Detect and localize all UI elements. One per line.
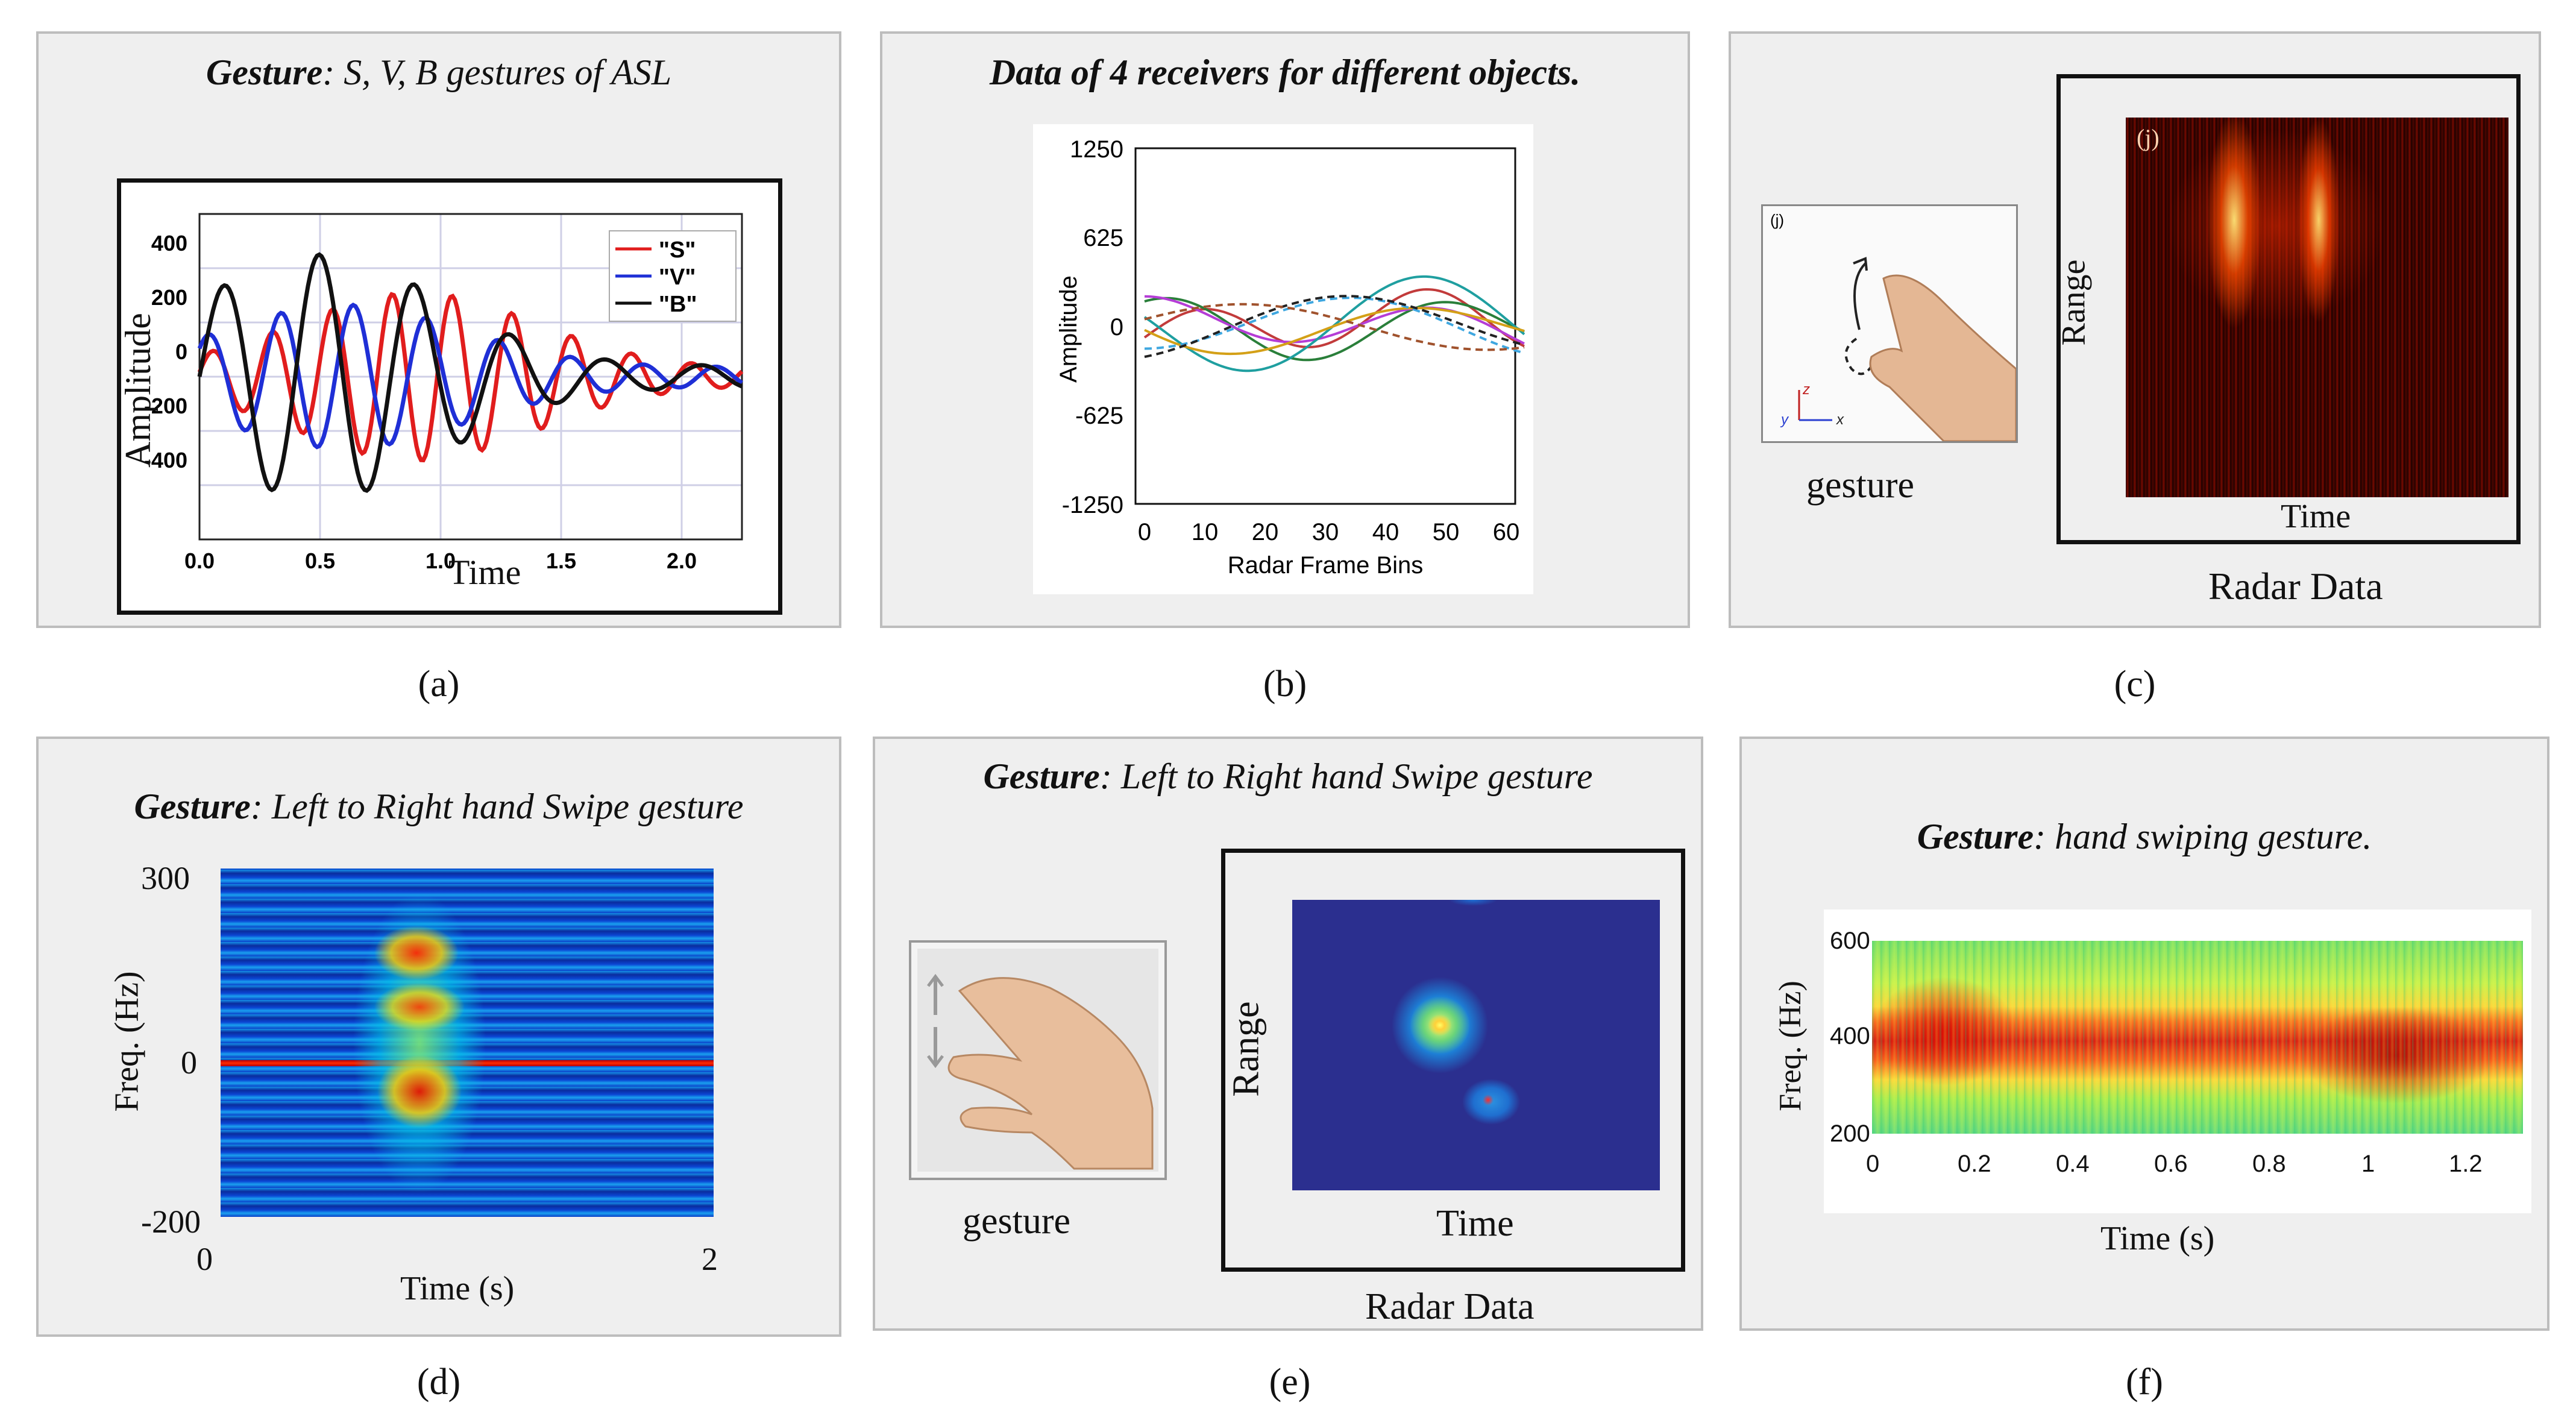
b-xlabel: Radar Frame Bins — [1228, 552, 1424, 579]
b-xtick-0: 0 — [1138, 519, 1151, 545]
a-xtick-05: 0.5 — [305, 548, 335, 573]
panel-f-figure: 600 400 200 0 0.2 0.4 0.6 0.8 1 1.2 — [1824, 909, 2531, 1213]
f-xlabel: Time (s) — [2100, 1220, 2215, 1257]
f-xtick-1: 1 — [2361, 1151, 2375, 1177]
panel-e: Gesture: Left to Right hand Swipe gestur… — [873, 737, 1703, 1331]
b-receiver-curve-6 — [1144, 295, 1525, 358]
panel-e-radar-plot — [1292, 900, 1660, 1190]
b-xtick-60: 60 — [1493, 519, 1520, 545]
panel-e-radar-frame: Range Time — [1221, 849, 1685, 1272]
b-ytick-625: 625 — [1083, 225, 1123, 251]
b-receiver-curve-7 — [1144, 303, 1525, 351]
a-xtick-0: 0.0 — [184, 548, 215, 573]
panel-a-xlabel: Time — [448, 553, 521, 592]
d-ytick-n200: -200 — [141, 1204, 201, 1240]
b-ytick-1250: 1250 — [1070, 136, 1123, 163]
c-heatmap-tag: (j) — [2137, 124, 2160, 151]
f-xtick-04: 0.4 — [2056, 1151, 2090, 1177]
d-ytick-300: 300 — [141, 860, 190, 896]
panel-d: Gesture: Left to Right hand Swipe gestur… — [36, 737, 841, 1337]
b-xtick-40: 40 — [1372, 519, 1400, 545]
panel-c-gesture-label: gesture — [1806, 465, 1915, 506]
panel-a-legend: "S" "V" "B" — [609, 230, 737, 322]
panel-e-title: Gesture: Left to Right hand Swipe gestur… — [983, 756, 1593, 796]
panel-c-time-label: Time — [2281, 498, 2351, 535]
panel-a-figure-frame: "S" "V" "B" 400 200 0 -200 -400 0.0 0.5 … — [117, 178, 782, 615]
panel-e-time-label: Time — [1436, 1203, 1514, 1244]
panel-c-gesture-photo: (j) z y x — [1761, 204, 2018, 443]
caption-d: (d) — [416, 1362, 461, 1403]
panel-e-radar-label: Radar Data — [1365, 1286, 1535, 1327]
f-xtick-06: 0.6 — [2154, 1151, 2188, 1177]
panel-b-figure: 1250 625 0 -625 -1250 0 10 20 30 40 50 6… — [1033, 124, 1533, 594]
b-xtick-10: 10 — [1192, 519, 1219, 545]
legend-b: "B" — [659, 292, 697, 317]
c-axis-y: y — [1780, 412, 1789, 428]
caption-a: (a) — [418, 664, 460, 705]
d-xtick-0: 0 — [196, 1241, 213, 1277]
d-ytick-0: 0 — [181, 1044, 197, 1081]
a-ytick-400: 400 — [151, 231, 187, 256]
panel-a-title: Gesture: S, V, B gestures of ASL — [206, 52, 672, 92]
panel-c-range-label: Range — [2055, 259, 2093, 346]
b-ytick-0: 0 — [1110, 314, 1123, 341]
panel-a-chart: "S" "V" "B" 400 200 0 -200 -400 0.0 0.5 … — [144, 213, 744, 573]
c-axis-z: z — [1802, 382, 1810, 398]
b-xtick-20: 20 — [1252, 519, 1279, 545]
panel-d-title: Gesture: Left to Right hand Swipe gestur… — [134, 787, 744, 826]
b-ytick-n625: -625 — [1075, 403, 1123, 429]
caption-b: (b) — [1263, 664, 1307, 705]
panel-c-radar-frame: (j) Range Time — [2055, 74, 2521, 544]
b-xtick-30: 30 — [1312, 519, 1339, 545]
panel-b: Data of 4 receivers for different object… — [880, 31, 1690, 628]
panel-a: Gesture: S, V, B gestures of ASL — [36, 31, 841, 628]
a-xtick-20: 2.0 — [667, 548, 697, 573]
a-ytick-n400: -400 — [144, 448, 187, 473]
f-ylabel: Freq. (Hz) — [1773, 981, 1808, 1111]
d-xlabel: Time (s) — [400, 1270, 515, 1307]
caption-c: (c) — [2114, 664, 2156, 705]
f-xtick-02: 0.2 — [1958, 1151, 1991, 1177]
f-xtick-12: 1.2 — [2449, 1151, 2483, 1177]
b-ylabel: Amplitude — [1055, 275, 1082, 383]
panel-b-chart: 1250 625 0 -625 -1250 0 10 20 30 40 50 6… — [1055, 136, 1525, 579]
f-ytick-600: 600 — [1830, 928, 1870, 954]
a-ytick-0: 0 — [175, 339, 187, 364]
f-xtick-0: 0 — [1866, 1151, 1880, 1177]
b-xtick-50: 50 — [1433, 519, 1460, 545]
panel-c-radar-label: Radar Data — [2208, 565, 2383, 608]
c-axis-x: x — [1836, 412, 1844, 428]
f-ytick-400: 400 — [1830, 1023, 1870, 1049]
f-xtick-08: 0.8 — [2252, 1151, 2286, 1177]
panel-c: (j) z y x gesture (j) Range Time Radar D… — [1729, 31, 2541, 628]
caption-e: (e) — [1269, 1362, 1311, 1403]
panel-f-spectrogram — [1872, 941, 2523, 1134]
panel-d-spectrogram — [221, 869, 714, 1217]
a-ytick-n200: -200 — [144, 394, 187, 418]
legend-v: "V" — [659, 265, 696, 290]
panel-e-gesture-label: gesture — [963, 1201, 1071, 1242]
panel-f-title: Gesture: hand swiping gesture. — [1917, 817, 2372, 856]
caption-f: (f) — [2126, 1362, 2163, 1403]
legend-s: "S" — [659, 237, 696, 263]
panel-e-range-label: Range — [1225, 1001, 1267, 1097]
panel-b-title: Data of 4 receivers for different object… — [989, 52, 1581, 92]
panel-f: Gesture: hand swiping gesture. 600 400 2… — [1739, 737, 2549, 1331]
b-receiver-curve-1 — [1144, 297, 1525, 362]
a-xtick-10: 1.0 — [426, 548, 456, 573]
a-xtick-15: 1.5 — [546, 548, 576, 573]
c-inset-tag: (j) — [1770, 211, 1784, 229]
a-ytick-200: 200 — [151, 285, 187, 310]
panel-e-gesture-photo — [909, 940, 1167, 1180]
b-receiver-curve-4 — [1144, 307, 1525, 356]
panel-c-radar-heatmap: (j) — [2126, 118, 2508, 497]
a-waveform-B — [197, 252, 743, 493]
b-ytick-n1250: -1250 — [1062, 492, 1123, 518]
d-ylabel: Freq. (Hz) — [108, 971, 146, 1112]
panel-a-ylabel: Amplitude — [118, 313, 158, 468]
a-waveform-V — [197, 303, 744, 450]
d-xtick-2: 2 — [702, 1241, 718, 1277]
f-ytick-200: 200 — [1830, 1120, 1870, 1147]
